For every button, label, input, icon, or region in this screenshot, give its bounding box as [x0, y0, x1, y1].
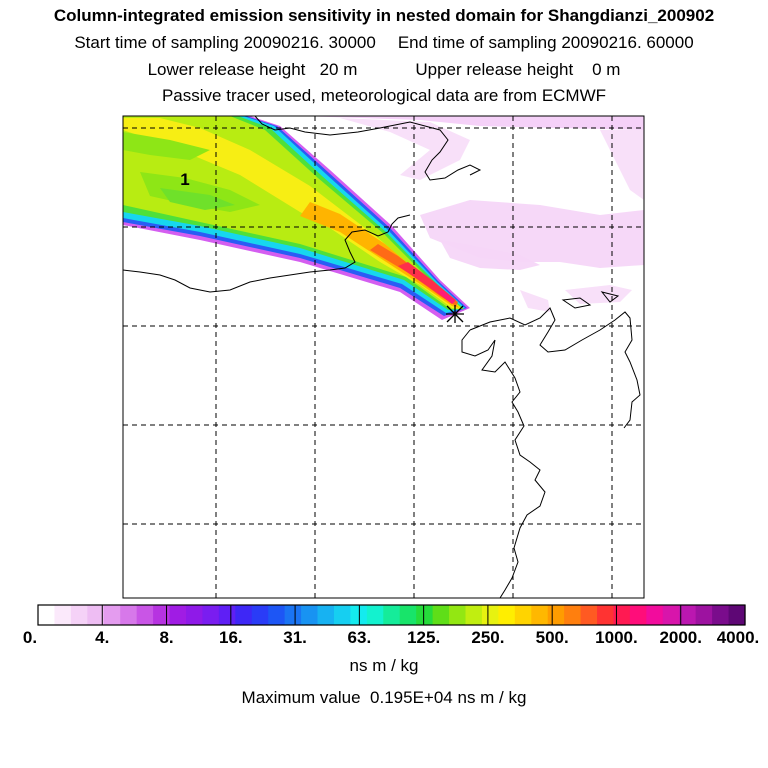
map-frame: [122, 115, 645, 599]
maximum-value-label: Maximum value: [241, 688, 361, 707]
faint-sensitivity-patch-5: [340, 118, 470, 180]
faint-sensitivity-patch-2: [565, 285, 632, 304]
sampling-times: Start time of sampling 20090216. 30000 En…: [0, 33, 768, 53]
colorbar-cell: [712, 605, 730, 625]
colorbar-cell: [284, 605, 302, 625]
plume-core-green-3: [160, 188, 235, 210]
colorbar-cell: [597, 605, 615, 625]
colorbar-cell: [103, 605, 121, 625]
map-gridlines: [123, 116, 644, 598]
colorbar-cell: [449, 605, 467, 625]
colorbar-tick-label: 0.: [22, 628, 38, 647]
faint-sensitivity-patch: [440, 240, 540, 270]
lower-height-label: Lower release height: [147, 60, 306, 79]
coastline-west: [123, 214, 411, 293]
colorbar-tick-label: 250.: [471, 628, 505, 647]
colorbar-cell: [333, 605, 351, 625]
colorbar-cell: [268, 605, 286, 625]
end-time-label: End time of sampling: [397, 33, 557, 52]
colorbar-cell: [317, 605, 335, 625]
colorbar-cell: [54, 605, 72, 625]
colorbar-tick-label: 16.: [218, 628, 243, 647]
colorbar-cell: [679, 605, 697, 625]
colorbar-tick-label: 2000.: [659, 628, 702, 647]
map-label: 1: [180, 170, 189, 189]
coastline-north: [254, 116, 482, 181]
colorbar-tick-label: 63.: [347, 628, 372, 647]
lower-height-value: 20 m: [319, 60, 358, 79]
end-time-value: 20090216. 60000: [561, 33, 694, 52]
colorbar-tick-label: 4.: [95, 628, 110, 647]
colorbar-cell: [416, 605, 434, 625]
colorbar-frame: [37, 604, 746, 626]
coastlines: [123, 116, 641, 598]
colorbar-cell: [646, 605, 664, 625]
colorbar-cell: [662, 605, 680, 625]
colorbar-cell: [169, 605, 187, 625]
colorbar-cell: [301, 605, 319, 625]
colorbar-tick-label: 500.: [535, 628, 569, 647]
colorbar-cell: [580, 605, 598, 625]
colorbar-cell: [629, 605, 647, 625]
colorbar-cell: [70, 605, 88, 625]
colorbar-cell: [514, 605, 532, 625]
colorbar-cell: [399, 605, 417, 625]
plume-layer-lime: [123, 116, 463, 309]
colorbar-cell: [235, 605, 253, 625]
colorbar-cell: [531, 605, 549, 625]
plume-core-pink: [438, 290, 455, 304]
colorbar-cell: [202, 605, 220, 625]
colorbar-cell: [153, 605, 171, 625]
colorbar-tick-label: 4000.: [716, 628, 760, 647]
colorbar-cell: [695, 605, 713, 625]
faint-sensitivity-patch-3: [520, 290, 550, 312]
upper-height-label: Upper release height: [415, 60, 574, 79]
colorbar-dividers: [101, 605, 682, 625]
colorbar-cell: [728, 605, 746, 625]
colorbar-cell: [366, 605, 384, 625]
colorbar-cell: [120, 605, 138, 625]
colorbar-cell: [38, 605, 56, 625]
coastline-peninsula: [461, 329, 546, 598]
start-time-label: Start time of sampling: [74, 33, 239, 52]
coastline-east: [469, 307, 641, 429]
maximum-value-number: 0.195E+04: [370, 688, 453, 707]
receptor-marker: [446, 305, 464, 323]
colorbar-cell: [564, 605, 582, 625]
sensitivity-field: [123, 116, 644, 598]
colorbar-tick-label: 1000.: [595, 628, 638, 647]
colorbar-cell: [185, 605, 204, 625]
coastline-islands: [561, 291, 620, 309]
colorbar-tick-label: 31.: [283, 628, 307, 647]
maximum-value: Maximum value 0.195E+04 ns m / kg: [0, 688, 768, 708]
colorbar-units: ns m / kg: [349, 656, 419, 675]
colorbar-cell: [465, 605, 483, 625]
faint-sensitivity-area: [300, 116, 644, 130]
colorbar-cell: [87, 605, 105, 625]
colorbar-cell: [383, 605, 401, 625]
maximum-value-units: ns m / kg: [457, 688, 527, 707]
colorbar-tick-label: 8.: [159, 628, 174, 647]
colorbar-cell: [547, 605, 565, 625]
colorbar-cell: [136, 605, 154, 625]
colorbar: [38, 605, 746, 625]
colorbar-cell: [251, 605, 269, 625]
plume-core-green-2: [123, 132, 210, 160]
faint-sensitivity-patch-4: [600, 130, 644, 200]
colorbar-cell: [481, 605, 499, 625]
release-heights: Lower release height 20 m Upper release h…: [0, 60, 768, 80]
colorbar-cell: [218, 605, 236, 625]
tracer-note: Passive tracer used, meteorological data…: [161, 86, 607, 105]
colorbar-cell: [613, 605, 631, 625]
colorbar-cell: [432, 605, 450, 625]
start-time-value: 20090216. 30000: [243, 33, 376, 52]
colorbar-cell: [498, 605, 516, 625]
upper-height-value: 0 m: [592, 60, 621, 79]
plume-core-green-1: [140, 172, 260, 212]
plume-layer-yellow: [123, 118, 462, 309]
colorbar-tick-label: 125.: [407, 628, 441, 647]
chart-title: Column-integrated emission sensitivity i…: [53, 6, 715, 25]
